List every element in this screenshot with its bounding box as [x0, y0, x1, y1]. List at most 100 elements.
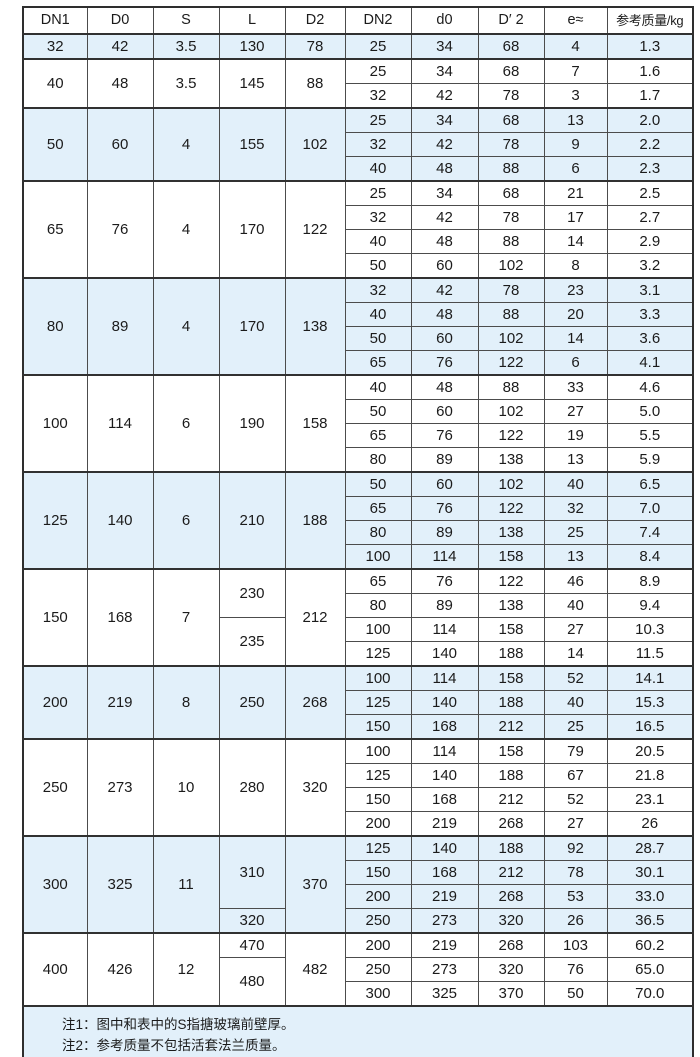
table-cell: 140 [410, 641, 479, 667]
table-cell: 88 [477, 374, 545, 400]
table-cell: 65.0 [606, 957, 694, 982]
table-cell: 10.3 [606, 617, 694, 642]
table-cell: 60 [410, 471, 479, 497]
table-row: 40 48 88 14 2.9 [23, 229, 694, 254]
table-row: 150 168 212 52 23.1 [23, 787, 694, 812]
table-cell: 370 [284, 835, 346, 934]
table-cell: 150 [22, 568, 88, 667]
table-cell: 273 [410, 908, 479, 934]
table-row: 125 140 188 67 21.8 [23, 763, 694, 788]
table-cell: 325 [410, 981, 479, 1007]
table-cell: 8.4 [606, 544, 694, 570]
table-cell: 273 [86, 738, 154, 837]
table-row: 65 76 122 6 4.1 [23, 350, 694, 376]
table-row: 32 42 3.5 130 78 25 34 68 4 1.3 [22, 33, 694, 60]
table-cell: 250 [218, 665, 286, 740]
table-cell: 70.0 [606, 981, 694, 1007]
table-cell: 140 [410, 690, 479, 715]
table-cell: 122 [477, 423, 545, 448]
table-cell: 219 [410, 932, 479, 958]
table-cell: 80 [22, 277, 88, 376]
table-cell: 32 [543, 496, 608, 521]
table-cell: 27 [543, 617, 608, 642]
table-row: 480 250 273 320 76 65.0 [23, 957, 694, 1007]
table-cell: 268 [477, 932, 545, 958]
table-cell: 6 [152, 374, 220, 473]
table-cell: 130 [218, 33, 286, 60]
table-cell: 138 [284, 277, 346, 376]
table-cell: 76 [410, 423, 479, 448]
table-cell: 30.1 [606, 860, 694, 885]
table-row: 50 60 102 27 5.0 [23, 399, 694, 424]
table-cell: 168 [86, 568, 154, 667]
table-cell: 28.7 [606, 835, 694, 861]
column-header-5: D2 [284, 6, 346, 35]
column-header-8: D′ 2 [477, 6, 545, 35]
table-cell: 16.5 [606, 714, 694, 740]
column-header-6: DN2 [344, 6, 412, 35]
table-cell: 158 [477, 665, 545, 691]
table-cell: 21.8 [606, 763, 694, 788]
table-cell: 212 [477, 714, 545, 740]
table-cell: 200 [344, 884, 412, 909]
table-cell: 60 [86, 107, 154, 182]
table-cell: 212 [284, 568, 346, 667]
table-cell: 273 [410, 957, 479, 982]
table-cell: 8.9 [606, 568, 694, 594]
table-cell: 5.5 [606, 423, 694, 448]
table-cell: 400 [22, 932, 88, 1007]
table-cell: 80 [344, 593, 412, 618]
table-row: 80 89 138 25 7.4 [23, 520, 694, 545]
note-line-2: 注2：参考质量不包括活套法兰质量。 [62, 1038, 286, 1053]
table-cell: 4 [152, 277, 220, 376]
table-cell: 122 [477, 568, 545, 594]
table-cell: 250 [22, 738, 88, 837]
table-cell: 34 [410, 33, 479, 60]
table-row: 80 89 138 40 9.4 [23, 593, 694, 618]
table-cell: 40 [543, 690, 608, 715]
table-cell: 14 [543, 229, 608, 254]
table-cell: 250 [344, 908, 412, 934]
table-cell: 42 [410, 83, 479, 109]
table-cell: 50 [344, 399, 412, 424]
table-cell: 40 [543, 593, 608, 618]
table-cell: 188 [477, 835, 545, 861]
table-row: 200 219 268 53 33.0 [23, 884, 694, 909]
table-cell: 4 [152, 107, 220, 182]
table-cell: 3.6 [606, 326, 694, 351]
table-row: 32 42 78 9 2.2 [23, 132, 694, 157]
table-cell: 78 [543, 860, 608, 885]
table-cell: 26 [606, 811, 694, 837]
table-cell: 100 [344, 617, 412, 642]
table-cell: 7 [543, 58, 608, 84]
table-cell: 68 [477, 107, 545, 133]
table-cell: 11.5 [606, 641, 694, 667]
table-cell: 1.3 [606, 33, 694, 60]
table-cell: 310 [218, 835, 286, 909]
table-row: 65 76 122 19 5.5 [23, 423, 694, 448]
table-cell: 8 [543, 253, 608, 279]
table-cell: 280 [218, 738, 286, 837]
table-row: 400 426 12 470 482 200 219 268 103 60.2 [22, 932, 694, 1007]
table-row: 200 219 8 250 268 100 114 158 52 14.1 [22, 665, 694, 740]
table-cell: 17 [543, 205, 608, 230]
table-cell: 79 [543, 738, 608, 764]
table-cell: 46 [543, 568, 608, 594]
table-cell: 13 [543, 447, 608, 473]
column-header-2: D0 [86, 6, 154, 35]
table-cell: 1.6 [606, 58, 694, 84]
table-cell: 200 [344, 932, 412, 958]
table-cell: 48 [410, 302, 479, 327]
table-cell: 200 [22, 665, 88, 740]
table-cell: 158 [477, 738, 545, 764]
table-cell: 13 [543, 544, 608, 570]
table-cell: 102 [284, 107, 346, 182]
notes-row: 注1：图中和表中的S指搪玻璃前壁厚。 注2：参考质量不包括活套法兰质量。 [22, 1005, 694, 1057]
table-cell: 212 [477, 787, 545, 812]
table-cell: 48 [86, 58, 154, 109]
table-cell: 268 [477, 884, 545, 909]
table-cell: 230 [218, 568, 286, 618]
table-row: 300 325 11 310 370 125 140 188 92 28.7 [22, 835, 694, 934]
table-cell: 1.7 [606, 83, 694, 109]
table-cell: 100 [344, 738, 412, 764]
